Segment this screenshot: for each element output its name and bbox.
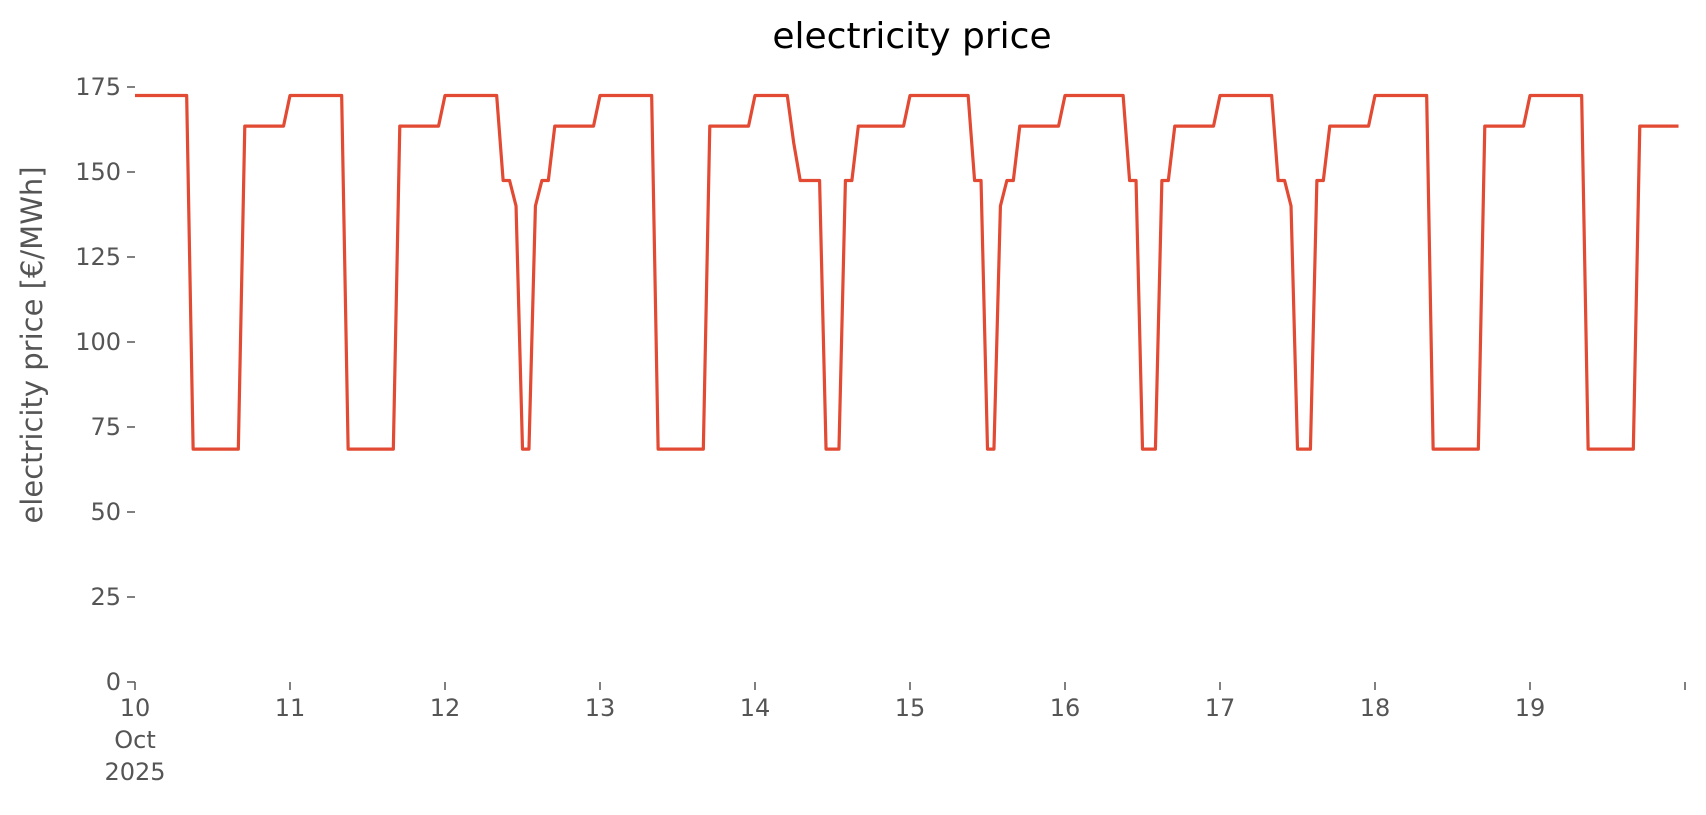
- y-tick-label: 100: [75, 328, 121, 356]
- x-tick-label: 13: [585, 694, 616, 722]
- y-tick-label: 175: [75, 73, 121, 101]
- x-tick-label: 14: [740, 694, 771, 722]
- x-tick-label: 16: [1050, 694, 1081, 722]
- x-tick-label: 18: [1360, 694, 1391, 722]
- y-tick-label: 50: [90, 498, 121, 526]
- x-tick-label: 2025: [104, 758, 165, 786]
- x-tick-label: 11: [275, 694, 306, 722]
- x-tick-label: 12: [430, 694, 461, 722]
- x-tick-label: 15: [895, 694, 926, 722]
- x-tick-label: 19: [1515, 694, 1546, 722]
- chart-title: electricity price: [772, 16, 1051, 57]
- y-tick-label: 0: [106, 668, 121, 696]
- x-tick-label: Oct: [114, 726, 156, 754]
- y-tick-label: 125: [75, 243, 121, 271]
- x-tick-label: 10: [120, 694, 151, 722]
- y-tick-label: 25: [90, 583, 121, 611]
- y-axis-label: electricity price [€/MWh]: [15, 166, 49, 523]
- price-line: [135, 93, 1679, 451]
- y-tick-label: 75: [90, 413, 121, 441]
- y-tick-label: 150: [75, 158, 121, 186]
- x-tick-label: 17: [1205, 694, 1236, 722]
